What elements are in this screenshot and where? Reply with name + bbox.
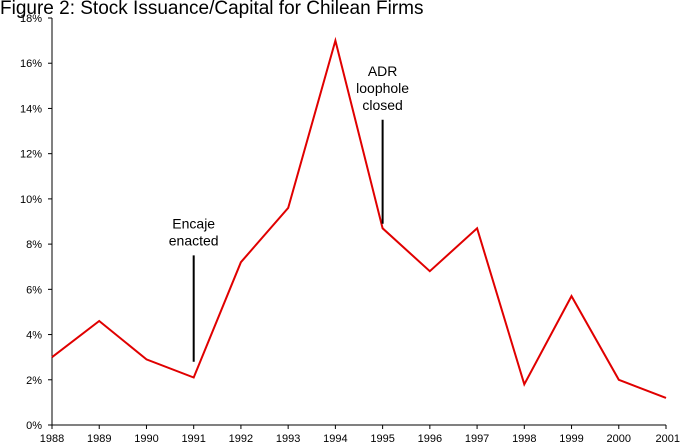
x-tick-label: 1991 — [181, 433, 205, 445]
y-tick-label: 0% — [26, 420, 42, 432]
x-tick-label: 1989 — [87, 433, 111, 445]
y-tick-label: 2% — [26, 375, 42, 387]
x-tick-label: 1988 — [40, 433, 64, 445]
y-tick-label: 18% — [20, 13, 42, 25]
y-tick-label: 4% — [26, 330, 42, 342]
annotation-label: ADR — [368, 63, 398, 79]
y-tick-label: 16% — [20, 58, 42, 70]
annotation-label: enacted — [169, 232, 219, 248]
series-line — [51, 36, 667, 399]
x-tick-label: 1998 — [512, 433, 536, 445]
y-tick-label: 14% — [20, 103, 42, 115]
x-tick-label: 2000 — [607, 433, 631, 445]
y-tick-label: 8% — [26, 239, 42, 251]
y-axis-ticks: 0% 2% 4% 6% 8% 10% 12% 14% 16% 18% — [20, 13, 52, 432]
chart-title: Figure 2: Stock Issuance/Capital for Chi… — [0, 0, 423, 19]
series-group — [51, 36, 667, 399]
annotation-label: loophole — [356, 80, 409, 96]
x-axis-ticks: 1988 1989 1990 1991 1992 1993 1994 1995 1996 1997… — [40, 425, 680, 445]
y-tick-label: 12% — [20, 149, 42, 161]
y-tick-label: 6% — [26, 284, 42, 296]
x-tick-label: 1995 — [370, 433, 394, 445]
x-tick-label: 1996 — [418, 433, 442, 445]
x-tick-label: 1992 — [229, 433, 253, 445]
x-tick-label: 1990 — [134, 433, 158, 445]
x-tick-label: 2001 — [656, 433, 680, 445]
x-tick-label: 1999 — [559, 433, 583, 445]
x-tick-label: 1994 — [323, 433, 347, 445]
x-tick-label: 1993 — [276, 433, 300, 445]
annotation-label: closed — [362, 97, 402, 113]
y-tick-label: 10% — [20, 194, 42, 206]
x-tick-label: 1997 — [465, 433, 489, 445]
annotation-label: Encaje — [172, 215, 215, 231]
